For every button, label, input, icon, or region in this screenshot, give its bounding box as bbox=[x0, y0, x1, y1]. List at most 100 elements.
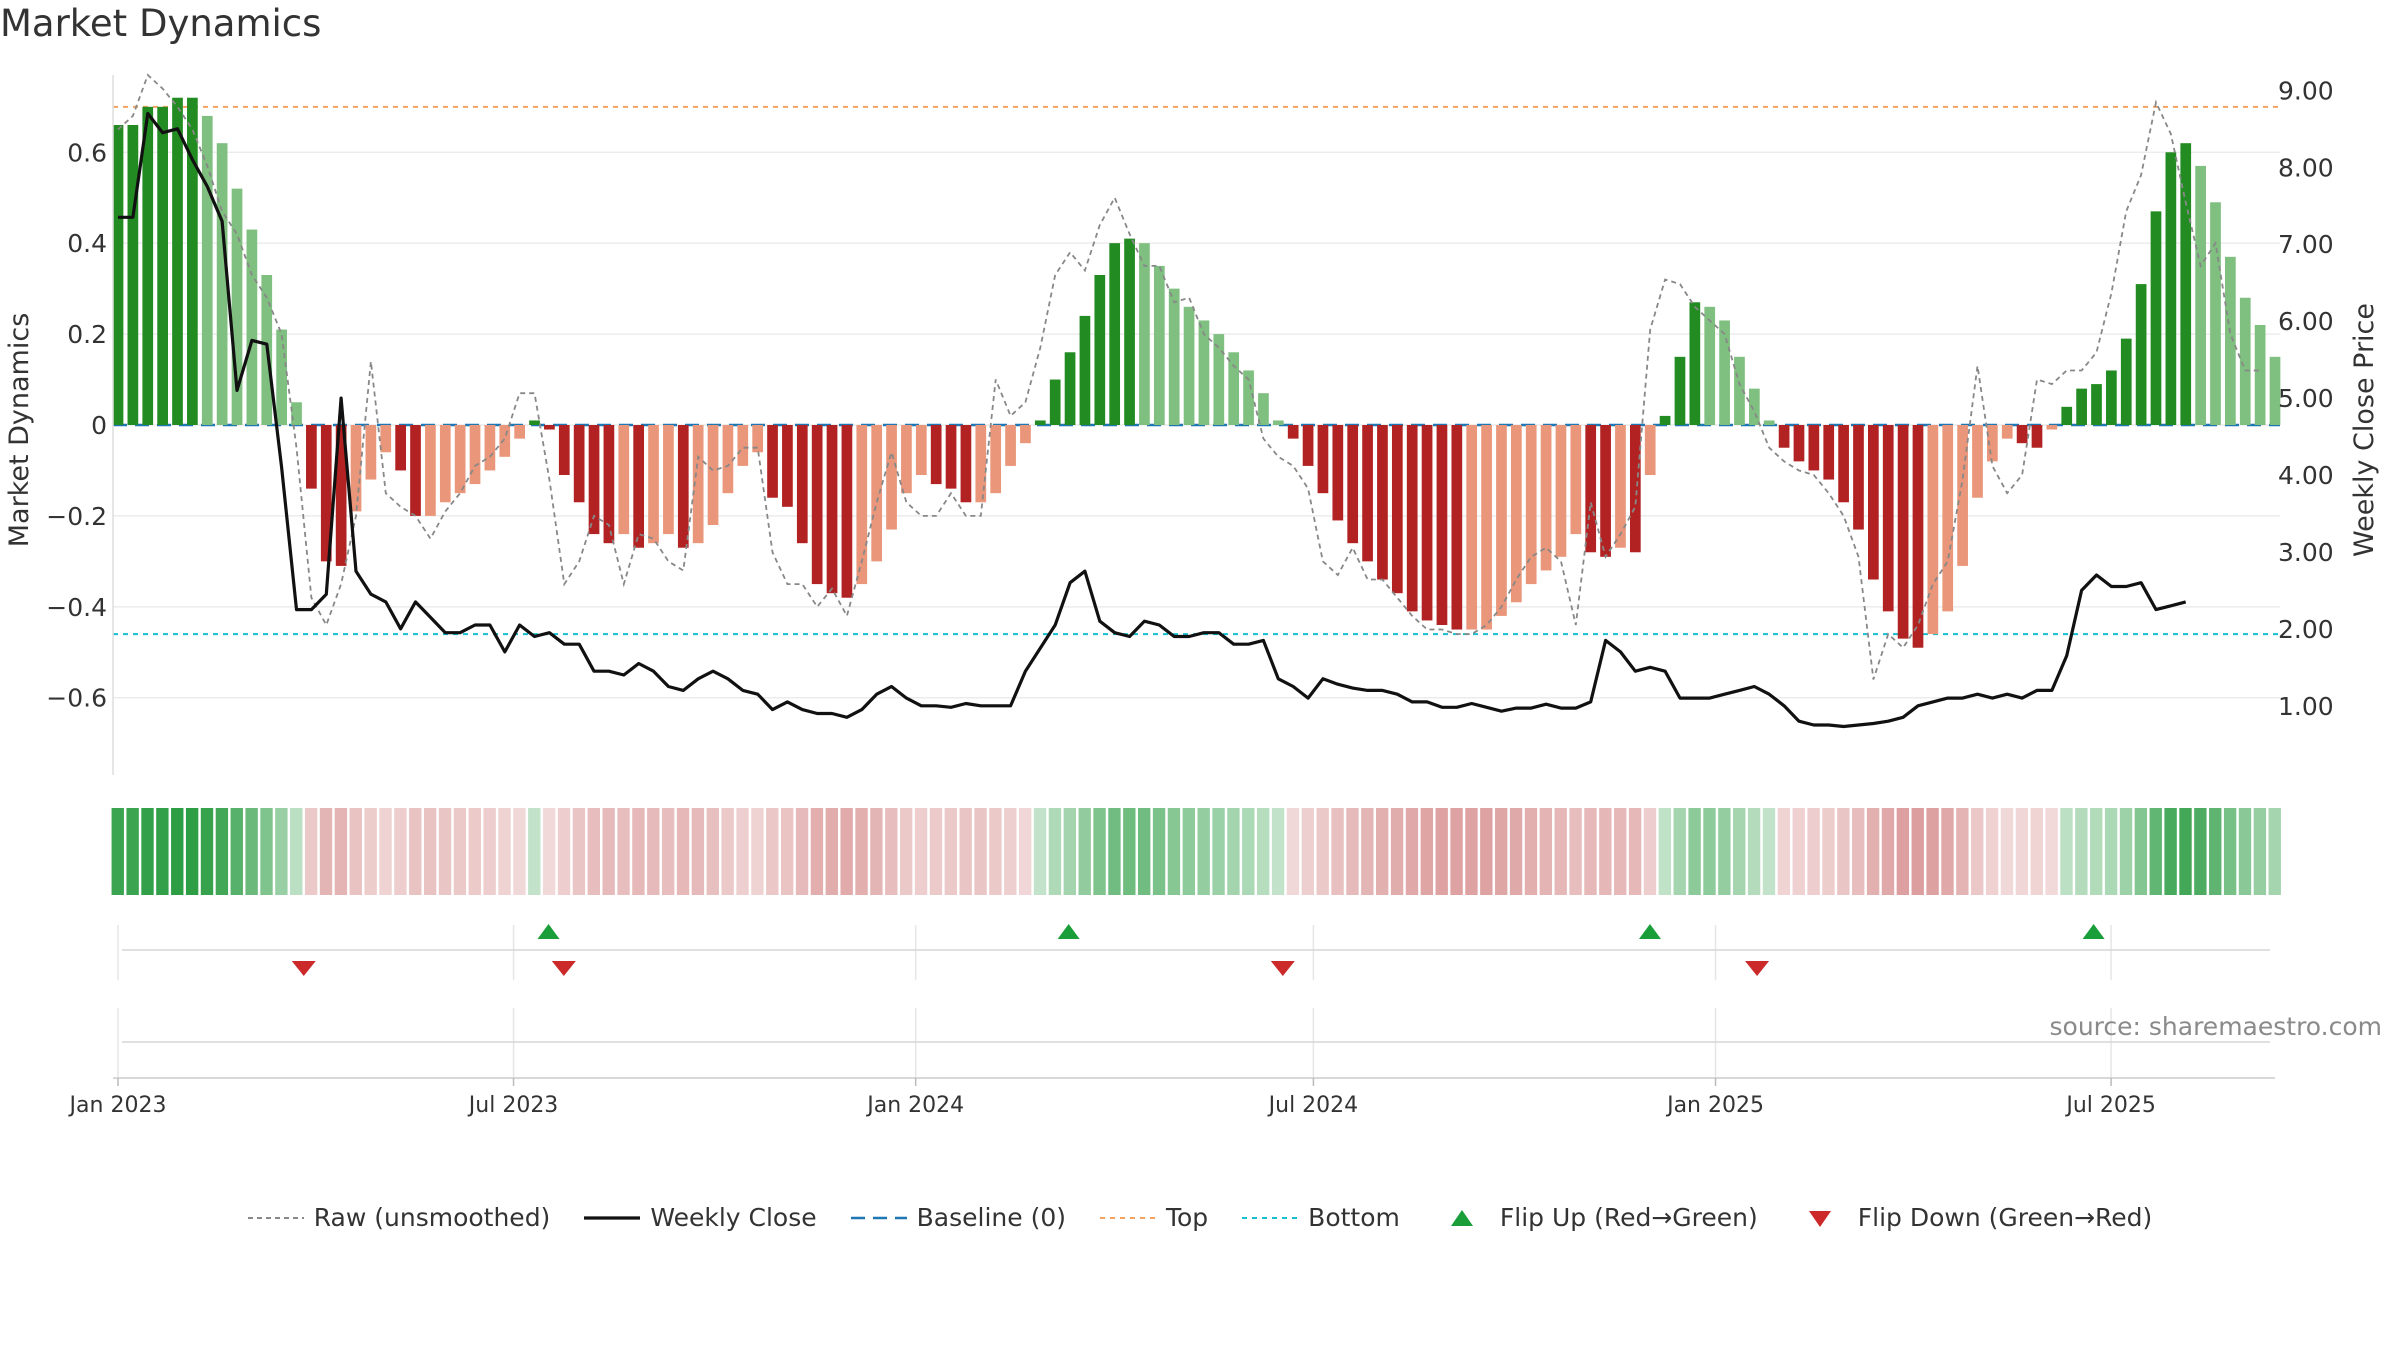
dynamics-bar bbox=[1109, 243, 1121, 425]
heat-cell bbox=[1361, 808, 1374, 895]
heat-cell bbox=[1257, 808, 1270, 895]
dynamics-bar bbox=[1391, 425, 1403, 594]
heat-cell bbox=[468, 808, 481, 895]
heat-cell bbox=[1123, 808, 1136, 895]
legend-swatch-flip-down bbox=[1808, 1210, 1831, 1227]
flip-down-marker bbox=[291, 961, 316, 976]
dynamics-bar bbox=[767, 425, 778, 498]
heat-cell bbox=[1822, 808, 1835, 895]
dynamics-bar bbox=[1213, 334, 1225, 425]
heat-cell bbox=[260, 808, 273, 895]
dynamics-bar bbox=[1302, 425, 1314, 466]
heat-cell bbox=[1405, 808, 1419, 895]
heat-cell bbox=[498, 808, 511, 895]
heat-cell bbox=[2075, 808, 2088, 895]
dynamics-bar bbox=[1600, 425, 1611, 557]
heat-cell bbox=[632, 808, 645, 895]
dynamics-bar bbox=[648, 425, 659, 544]
heat-cell bbox=[542, 808, 556, 895]
dynamics-bar bbox=[811, 425, 823, 585]
dynamics-bar bbox=[1867, 425, 1879, 580]
dynamics-bar bbox=[410, 425, 421, 516]
heat-cell bbox=[870, 808, 883, 895]
dynamics-bar bbox=[1525, 425, 1537, 585]
dynamics-bar bbox=[1064, 352, 1076, 425]
heat-cell bbox=[810, 808, 824, 895]
heat-cell bbox=[766, 808, 779, 895]
heat-cell bbox=[2149, 808, 2162, 895]
heat-cell bbox=[2253, 808, 2267, 895]
heat-cell bbox=[795, 808, 809, 895]
dynamics-bar bbox=[826, 425, 838, 594]
dynamics-bar bbox=[216, 143, 228, 425]
dynamics-bar bbox=[871, 425, 883, 562]
legend-swatch-close bbox=[584, 1215, 641, 1220]
heat-cell bbox=[1495, 808, 1508, 895]
heat-cell bbox=[1465, 808, 1478, 895]
heat-cell bbox=[572, 808, 586, 895]
heat-cell bbox=[483, 808, 496, 895]
heat-cell bbox=[885, 808, 898, 895]
dynamics-bar bbox=[1644, 425, 1656, 475]
dynamics-bar bbox=[1689, 302, 1701, 425]
dynamics-bar bbox=[499, 425, 511, 457]
dynamics-bar bbox=[1838, 425, 1849, 503]
heat-cell bbox=[126, 808, 139, 895]
heat-cell bbox=[1197, 808, 1210, 895]
heat-cell bbox=[1985, 808, 1999, 895]
dynamics-bar bbox=[2195, 165, 2206, 425]
heat-cell bbox=[1271, 808, 1285, 895]
dynamics-bar bbox=[1153, 265, 1165, 425]
heat-cell bbox=[587, 808, 600, 895]
y2-tick-label: 2.00 bbox=[2278, 615, 2334, 644]
heat-cell bbox=[1048, 808, 1062, 895]
heat-cell bbox=[1301, 808, 1315, 895]
heat-cell bbox=[1807, 808, 1820, 895]
dynamics-bar bbox=[1808, 425, 1820, 471]
dynamics-bar bbox=[692, 425, 704, 544]
dynamics-bar bbox=[1748, 388, 1760, 425]
dynamics-bar bbox=[1034, 420, 1046, 425]
y2-tick-label: 8.00 bbox=[2278, 153, 2334, 182]
heat-cell bbox=[2134, 808, 2148, 895]
flip-up-marker bbox=[537, 924, 560, 939]
dynamics-bar bbox=[1793, 425, 1805, 462]
dynamics-bar bbox=[677, 425, 689, 548]
heat-cell bbox=[2030, 808, 2043, 895]
dynamics-bar bbox=[172, 97, 183, 426]
chart-title: Market Dynamics bbox=[0, 2, 322, 45]
heat-cell bbox=[2045, 808, 2058, 895]
heat-cell bbox=[1539, 808, 1553, 895]
y-axis-label: Market Dynamics bbox=[4, 313, 35, 548]
dynamics-bar bbox=[1451, 425, 1463, 630]
dynamics-bar bbox=[514, 425, 526, 439]
dynamics-bar bbox=[990, 425, 1002, 494]
dynamics-bar bbox=[1719, 320, 1730, 425]
heat-cell bbox=[676, 808, 690, 895]
heat-cell bbox=[899, 808, 913, 895]
x-tick-label: Jan 2023 bbox=[68, 1093, 167, 1118]
legend-item-top: Top bbox=[1099, 1203, 1208, 1232]
dynamics-bar bbox=[1020, 425, 1031, 444]
dynamics-bar bbox=[231, 188, 243, 425]
heat-cell bbox=[1420, 808, 1434, 895]
heat-cell bbox=[974, 808, 987, 895]
dynamics-bar bbox=[1049, 379, 1061, 425]
y2-tick-label: 9.00 bbox=[2278, 76, 2334, 105]
dynamics-bar bbox=[1094, 275, 1106, 425]
dynamics-bar bbox=[1540, 425, 1552, 571]
x-tick-label: Jul 2024 bbox=[1267, 1093, 1359, 1118]
legend-label: Flip Up (Red→Green) bbox=[1499, 1203, 1758, 1232]
heat-cell bbox=[1941, 808, 1954, 895]
heat-cell bbox=[2119, 808, 2133, 895]
heat-cell bbox=[304, 808, 318, 895]
dynamics-bar bbox=[2135, 284, 2147, 425]
heat-cell bbox=[1018, 808, 1032, 895]
heat-cell bbox=[2104, 808, 2118, 895]
dynamics-bar bbox=[618, 425, 630, 535]
dynamics-bar bbox=[1897, 425, 1909, 639]
dynamics-bar bbox=[1972, 425, 1983, 498]
dynamics-bar bbox=[1124, 238, 1135, 425]
heat-cell bbox=[706, 808, 719, 895]
dynamics-bar bbox=[2210, 202, 2221, 425]
